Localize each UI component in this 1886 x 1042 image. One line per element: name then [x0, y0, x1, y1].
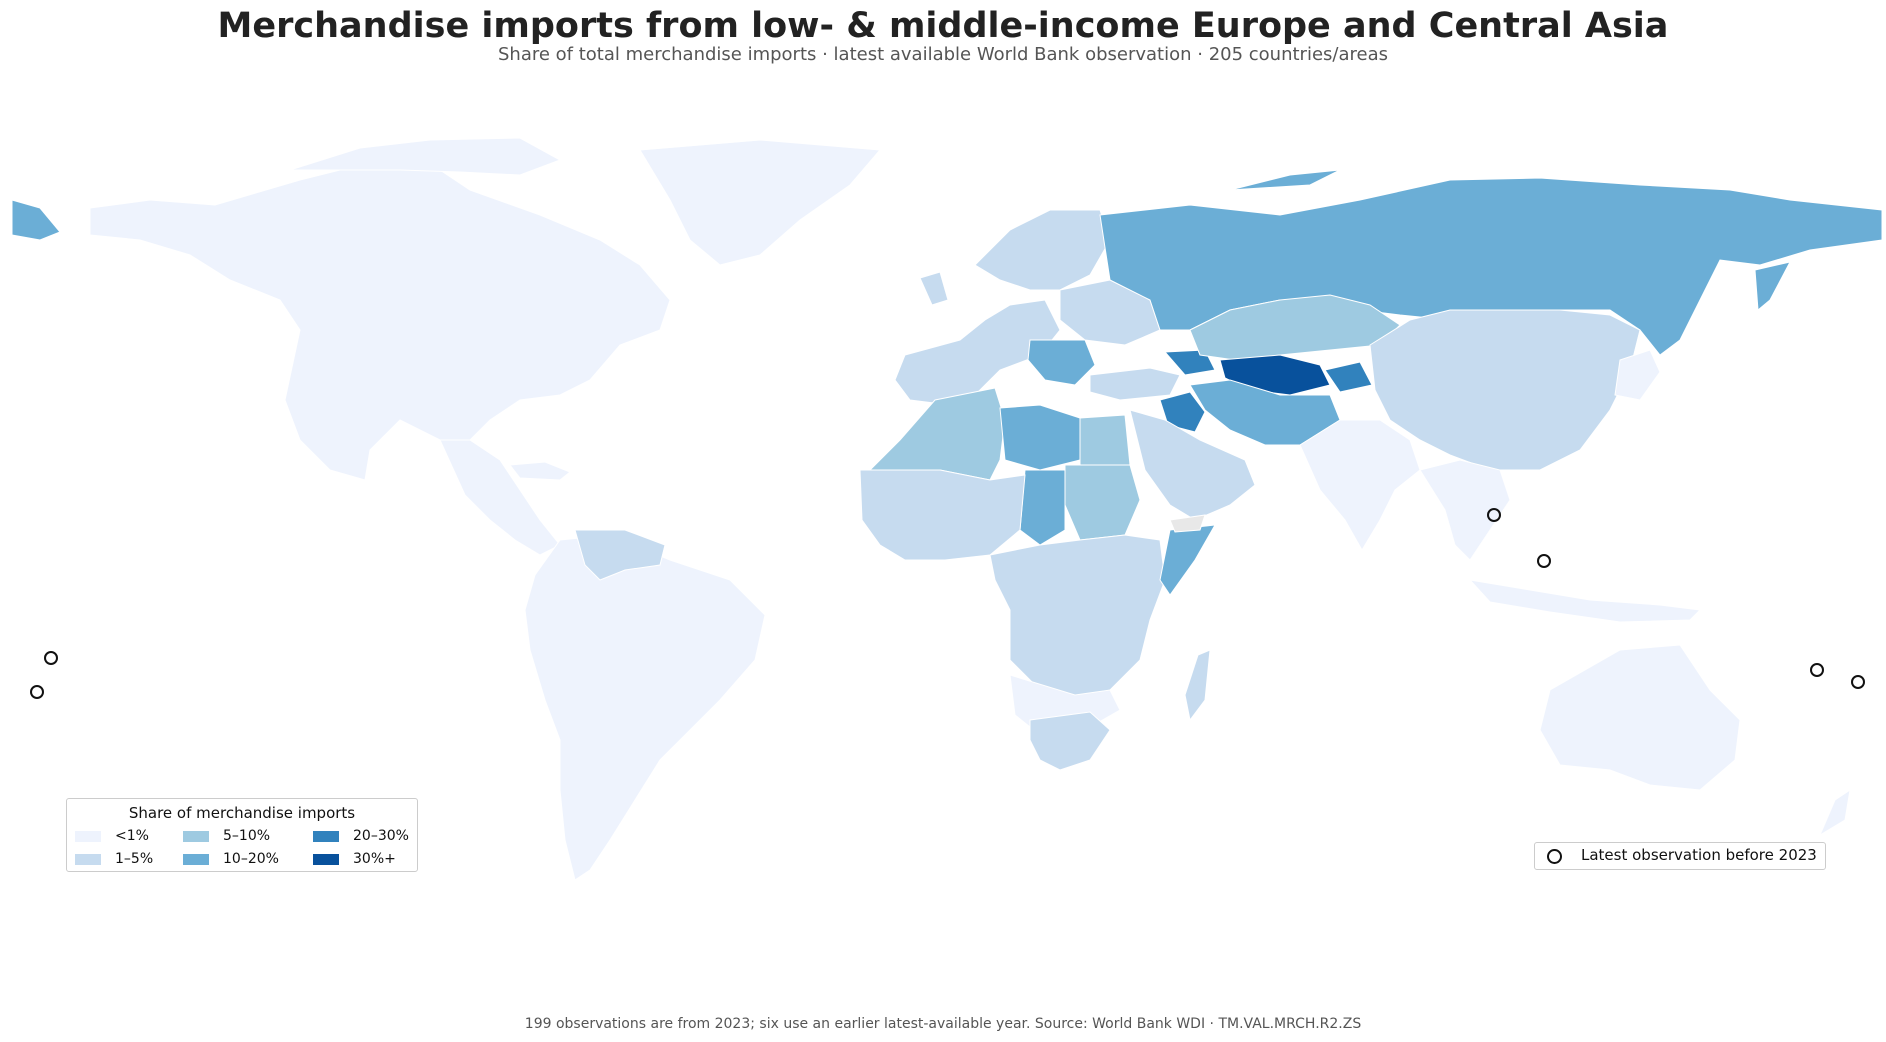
pre-2023-markers: [30, 508, 1865, 699]
marker-pre-2023: [1810, 663, 1824, 677]
region-alaska-tip: [11, 199, 61, 241]
marker-legend-label: Latest observation before 2023: [1581, 846, 1817, 864]
region-no-data: [1169, 514, 1206, 533]
chart-subtitle: Share of total merchandise imports · lat…: [498, 44, 1388, 65]
region-arabian-peninsula: [1129, 409, 1256, 521]
region-australia: [1539, 644, 1741, 791]
legend-label: 10–20%: [223, 851, 279, 867]
region-scandinavia: [974, 209, 1111, 291]
legend-swatch: [183, 831, 209, 842]
legend-swatch: [75, 831, 101, 842]
region-china-mongolia: [1369, 309, 1641, 471]
region-chad: [1019, 469, 1066, 546]
region-turkey: [1089, 367, 1181, 401]
region-kamchatka: [1754, 261, 1791, 312]
legend-label: 5–10%: [223, 828, 271, 844]
region-venezuela: [574, 529, 666, 581]
marker-pre-2023: [1537, 554, 1551, 568]
region-indonesia: [1468, 579, 1702, 623]
legend-swatch: [313, 831, 339, 842]
chart-title: Merchandise imports from low- & middle-i…: [217, 6, 1669, 46]
marker-legend: Latest observation before 2023: [1534, 842, 1826, 870]
country-shapes: [11, 137, 1883, 881]
region-libya: [999, 404, 1081, 471]
region-japan-korea: [1614, 349, 1661, 401]
region-uk: [919, 271, 949, 306]
region-southeast-asia: [1419, 459, 1511, 561]
marker-pre-2023: [30, 685, 44, 699]
legend-label: <1%: [115, 828, 149, 844]
legend-title: Share of merchandise imports: [128, 804, 356, 822]
marker-pre-2023: [1851, 675, 1865, 689]
region-algeria-morocco: [868, 387, 1006, 481]
region-new-zealand: [1818, 788, 1851, 837]
region-south-america: [524, 534, 766, 881]
region-madagascar: [1184, 649, 1211, 722]
region-india: [1299, 419, 1421, 551]
region-balkans: [1027, 339, 1096, 386]
color-legend: Share of merchandise imports <1% 1–5% 5–…: [66, 798, 418, 872]
region-central-asia-east: [1324, 361, 1373, 393]
legend-swatch: [75, 854, 101, 865]
legend-swatch: [313, 854, 339, 865]
open-circle-icon: [1547, 849, 1562, 864]
legend-label: 20–30%: [353, 828, 409, 844]
legend-swatch: [183, 854, 209, 865]
source-footnote: 199 observations are from 2023; six use …: [524, 1016, 1362, 1032]
region-south-africa: [1029, 711, 1111, 771]
region-caribbean: [509, 461, 571, 481]
region-somalia: [1159, 524, 1216, 596]
region-central-east-africa: [989, 534, 1166, 701]
region-greenland: [639, 139, 882, 266]
region-west-africa: [859, 469, 1026, 561]
marker-pre-2023: [1487, 508, 1501, 522]
region-north-america: [89, 159, 671, 481]
legend-label: 30%+: [353, 851, 396, 867]
region-russia-arctic: [1229, 169, 1341, 191]
region-caucasus: [1163, 349, 1216, 376]
legend-label: 1–5%: [115, 851, 154, 867]
region-egypt: [1079, 414, 1131, 466]
marker-pre-2023: [44, 651, 58, 665]
region-north-america-arctic: [289, 137, 562, 176]
region-central-america: [439, 439, 561, 556]
region-sudan: [1064, 464, 1141, 541]
